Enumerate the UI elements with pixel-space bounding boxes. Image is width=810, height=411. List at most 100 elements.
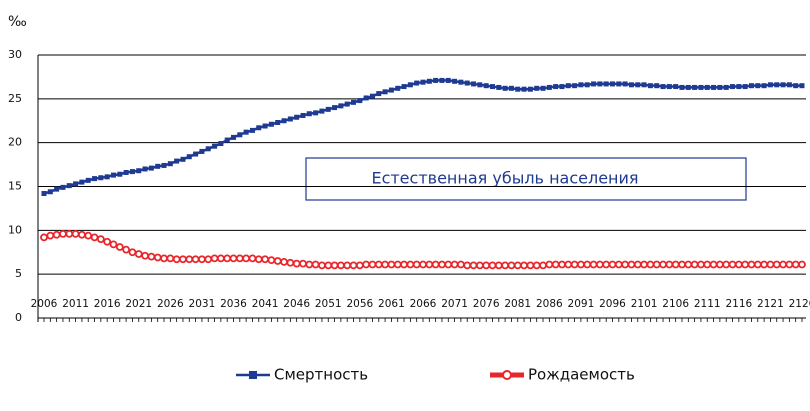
marker — [104, 174, 110, 180]
marker — [40, 233, 48, 242]
marker — [286, 258, 295, 267]
marker — [319, 108, 325, 114]
marker — [172, 255, 181, 264]
marker — [325, 106, 331, 112]
x-tick-label: 2061 — [378, 298, 405, 310]
marker — [128, 248, 137, 257]
x-tick-label: 2081 — [504, 298, 531, 310]
marker — [785, 260, 794, 269]
legend-label: Смертность — [274, 366, 368, 384]
marker — [640, 260, 648, 269]
marker — [513, 261, 522, 270]
marker — [262, 123, 268, 129]
marker — [565, 83, 571, 89]
marker — [711, 84, 717, 90]
marker — [546, 84, 552, 90]
marker — [103, 237, 112, 246]
marker — [703, 260, 712, 269]
marker — [526, 261, 535, 270]
marker — [747, 260, 756, 269]
marker — [153, 253, 162, 262]
marker — [96, 235, 105, 244]
marker — [78, 230, 86, 239]
marker — [231, 134, 236, 140]
marker — [292, 259, 301, 268]
marker — [445, 77, 451, 83]
marker — [167, 161, 173, 167]
x-tick-label: 2021 — [125, 298, 152, 310]
marker — [507, 261, 516, 270]
marker — [237, 132, 243, 138]
marker — [496, 84, 502, 90]
marker — [376, 91, 382, 97]
marker — [381, 260, 390, 269]
marker — [488, 261, 497, 270]
marker — [71, 229, 80, 238]
marker — [92, 176, 98, 182]
marker — [539, 261, 547, 270]
x-tick-label: 2041 — [252, 298, 279, 310]
marker — [595, 260, 604, 269]
x-tick-label: 2121 — [757, 298, 784, 310]
marker — [148, 165, 154, 171]
x-tick-label: 2111 — [694, 298, 721, 310]
marker — [401, 84, 407, 90]
marker — [483, 83, 489, 89]
marker — [791, 260, 800, 269]
marker — [666, 84, 672, 90]
marker — [654, 83, 660, 89]
marker — [185, 255, 194, 264]
marker — [652, 260, 661, 269]
marker — [540, 85, 546, 91]
marker — [772, 260, 781, 269]
marker — [456, 260, 465, 269]
marker — [85, 177, 91, 183]
marker — [766, 260, 775, 269]
marker — [223, 254, 232, 263]
y-tick-label: 20 — [8, 136, 22, 149]
marker — [621, 260, 630, 269]
marker — [748, 83, 754, 89]
marker — [204, 255, 213, 264]
marker — [717, 84, 723, 90]
y-tick-label: 5 — [15, 267, 22, 280]
marker — [444, 260, 453, 269]
marker — [698, 84, 704, 90]
y-tick-label: 0 — [15, 311, 22, 324]
marker — [678, 260, 686, 269]
y-tick-label: 25 — [8, 92, 22, 105]
x-tick-label: 2091 — [568, 298, 595, 310]
x-tick-label: 2066 — [410, 298, 437, 310]
marker — [362, 260, 371, 269]
marker — [59, 229, 67, 238]
x-tick-label: 2011 — [62, 298, 89, 310]
marker — [382, 89, 388, 95]
marker — [407, 82, 413, 88]
marker — [84, 231, 93, 240]
marker — [355, 261, 364, 270]
marker — [685, 84, 691, 90]
marker — [191, 255, 200, 264]
marker — [268, 121, 274, 127]
marker — [179, 255, 187, 264]
marker — [671, 260, 680, 269]
marker — [343, 261, 352, 270]
x-tick-label: 2096 — [599, 298, 626, 310]
marker — [659, 260, 667, 269]
marker — [515, 86, 521, 92]
marker — [786, 82, 792, 88]
marker — [635, 82, 641, 88]
x-tick-label: 2016 — [94, 298, 121, 310]
marker — [210, 254, 219, 263]
marker — [273, 257, 282, 265]
marker — [779, 260, 787, 269]
y-tick-label: 15 — [8, 180, 22, 193]
marker — [551, 260, 560, 269]
marker — [332, 105, 338, 111]
marker — [489, 84, 495, 90]
marker — [66, 183, 72, 189]
x-tick-label: 2056 — [346, 298, 373, 310]
marker — [180, 156, 186, 162]
marker — [109, 240, 118, 249]
marker — [249, 127, 255, 133]
